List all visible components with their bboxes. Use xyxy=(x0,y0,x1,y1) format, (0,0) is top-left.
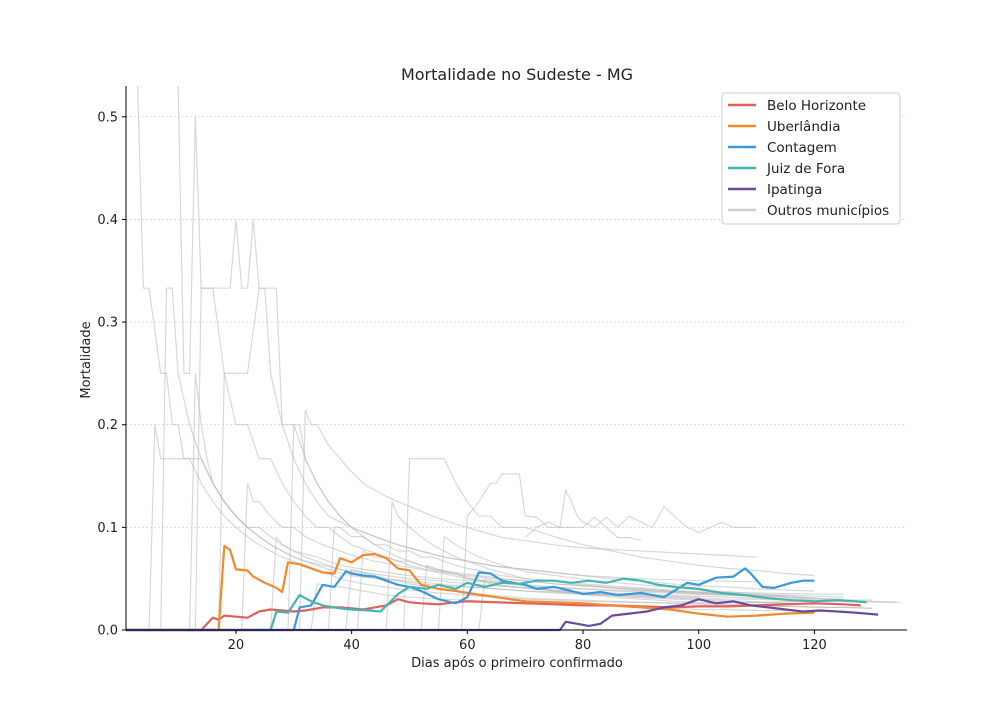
background-series-line xyxy=(403,458,815,631)
y-axis-label: Mortalidade xyxy=(79,321,94,398)
background-series-line xyxy=(460,473,642,631)
background-series-line xyxy=(160,287,873,631)
tick-labels: 20 40 60 80 100 120 0.0 0.1 0.2 0.3 0.4 0.5 xyxy=(97,110,827,653)
background-series-line xyxy=(299,410,757,631)
y-tick-label: 0.3 xyxy=(97,316,118,331)
background-series-line xyxy=(148,424,757,631)
x-tick-label: 80 xyxy=(575,638,592,653)
y-tick-label: 0.2 xyxy=(97,418,118,433)
series-line-juiz-de-fora xyxy=(126,577,867,632)
x-tick-label: 100 xyxy=(686,638,711,653)
legend-label-uberlandia: Uberlândia xyxy=(767,119,840,135)
x-tick-label: 120 xyxy=(802,638,827,653)
x-tick-label: 40 xyxy=(343,638,360,653)
y-tick-label: 0.0 xyxy=(97,624,118,639)
x-axis-label: Dias após o primeiro confirmado xyxy=(411,656,623,671)
series-line-belo-horizonte xyxy=(126,598,861,632)
background-series-line xyxy=(270,534,815,631)
y-tick-label: 0.4 xyxy=(97,213,118,228)
legend-label-outros-municipios: Outros municípios xyxy=(767,203,889,219)
series-line-uberl-ndia xyxy=(126,544,815,632)
legend: Belo Horizonte Uberlândia Contagem Juiz de … xyxy=(721,92,901,225)
main-series-lines xyxy=(126,544,879,632)
background-series-line xyxy=(218,287,815,631)
background-series-line xyxy=(287,424,815,631)
background-series-line xyxy=(385,501,786,631)
series-line-ipatinga xyxy=(126,598,879,632)
background-series-line xyxy=(524,488,757,539)
x-tick-label: 20 xyxy=(228,638,245,653)
legend-label-juiz-de-fora: Juiz de Fora xyxy=(766,161,845,177)
background-series-line xyxy=(356,550,815,631)
chart-title: Mortalidade no Sudeste - MG xyxy=(401,65,633,84)
legend-box xyxy=(721,92,901,225)
y-tick-label: 0.5 xyxy=(97,110,118,125)
y-tick-label: 0.1 xyxy=(97,521,118,536)
axes xyxy=(125,86,907,631)
legend-label-contagem: Contagem xyxy=(767,140,837,156)
legend-label-ipatinga: Ipatinga xyxy=(767,182,822,198)
x-tick-label: 60 xyxy=(459,638,476,653)
legend-label-belo-horizonte: Belo Horizonte xyxy=(767,98,866,114)
background-series-line xyxy=(437,535,844,631)
